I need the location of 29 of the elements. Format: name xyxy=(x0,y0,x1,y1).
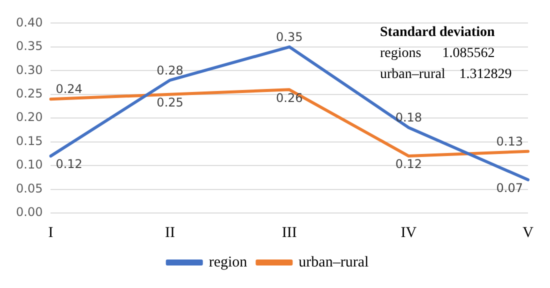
annotation: regions 1.085562 xyxy=(380,46,495,61)
x-tick-label: IV xyxy=(400,224,417,241)
x-tick-label: III xyxy=(282,224,297,241)
x-tick-label: II xyxy=(165,224,176,241)
y-tick-label: 0.10 xyxy=(16,158,43,172)
y-tick-label: 0.25 xyxy=(16,86,43,100)
data-label: 0.25 xyxy=(156,96,184,110)
y-tick-label: 0.05 xyxy=(16,181,43,196)
data-label: 0.28 xyxy=(156,63,184,78)
data-label: 0.13 xyxy=(496,134,523,148)
y-tick-label: 0.40 xyxy=(16,15,43,30)
data-label: 0.12 xyxy=(395,157,422,172)
legend-label: region xyxy=(208,254,248,270)
data-label: 0.07 xyxy=(496,180,523,195)
x-tick-label: V xyxy=(522,224,534,241)
data-label: 0.12 xyxy=(56,157,82,172)
x-tick-label: I xyxy=(48,224,54,241)
y-tick-label: 0.15 xyxy=(16,134,43,148)
data-label: 0.18 xyxy=(395,110,422,125)
data-label: 0.24 xyxy=(56,82,82,96)
y-tick-label: 0.00 xyxy=(16,205,43,220)
legend-label: urban–rural xyxy=(298,254,369,270)
annotation: Standard deviation xyxy=(380,24,495,40)
y-tick-label: 0.20 xyxy=(16,110,43,124)
data-label: 0.26 xyxy=(276,90,303,105)
annotation: urban–rural 1.312829 xyxy=(380,66,512,82)
y-tick-label: 0.30 xyxy=(16,62,43,77)
data-label: 0.35 xyxy=(276,30,303,44)
y-tick-label: 0.35 xyxy=(16,39,43,54)
